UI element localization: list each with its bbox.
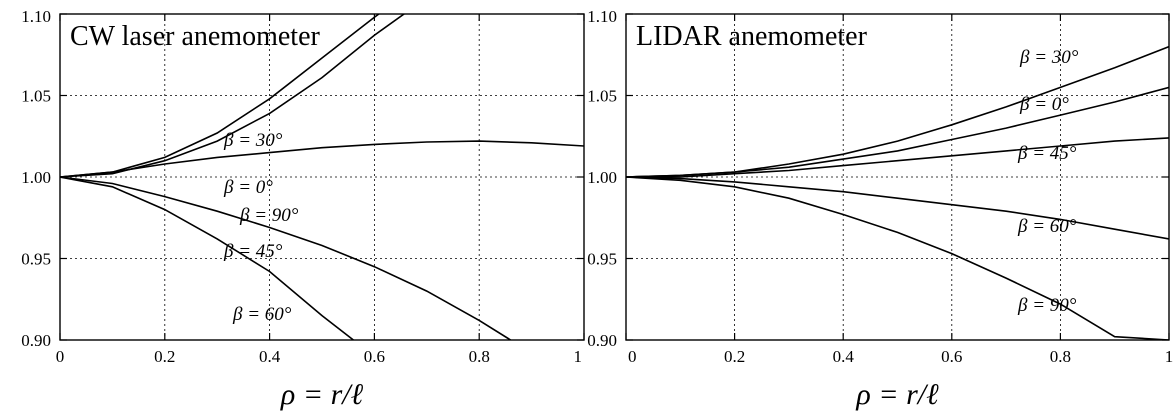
x-tick-label: 0.4 xyxy=(833,347,855,366)
series-label: β = 45° xyxy=(223,241,283,262)
series-line xyxy=(626,176,1169,340)
y-tick-label: 0.90 xyxy=(587,331,617,350)
y-tick-label: 1.10 xyxy=(587,7,617,26)
plot-frame xyxy=(59,13,585,341)
chart-panel-2: 0 0.2 0.4 0.6 0.8 1 0.90 0.95 1.00 1.05 1.10 β = 30… xyxy=(587,7,1173,411)
x-axis-label: ρ = r/ℓ xyxy=(280,378,364,411)
series-line xyxy=(60,176,512,340)
x-tick-label: 0.6 xyxy=(364,347,385,366)
series-line xyxy=(626,45,1169,178)
y-tick-label: 0.95 xyxy=(21,250,51,269)
y-tick-label: 1.00 xyxy=(21,168,51,187)
series-label: β = 30° xyxy=(223,130,283,151)
y-tick-label: 1.05 xyxy=(587,87,617,106)
x-tick-label: 0.8 xyxy=(1050,347,1071,366)
x-tick-label: 0.2 xyxy=(724,347,745,366)
y-tick-label: 0.95 xyxy=(587,250,617,269)
x-tick-label: 0.4 xyxy=(259,347,281,366)
series-label: β = 0° xyxy=(223,177,273,198)
series-line xyxy=(60,176,354,340)
series-label: β = 60° xyxy=(1017,216,1077,237)
y-tick-label: 1.10 xyxy=(21,7,51,26)
chart-title: LIDAR anemometer xyxy=(636,21,868,52)
chart-panel-1: 0 0.2 0.4 0.6 0.8 1 0.90 0.95 1.00 1.05 1.10 β = 30… xyxy=(21,7,585,411)
series-label: β = 30° xyxy=(1019,47,1079,68)
x-tick-label: 0 xyxy=(628,347,637,366)
series-line xyxy=(626,137,1169,178)
x-tick-label: 1 xyxy=(574,347,583,366)
series-label: β = 45° xyxy=(1017,143,1077,164)
series-line xyxy=(626,86,1169,178)
y-tick-label: 1.05 xyxy=(21,87,51,106)
y-tick-label: 1.00 xyxy=(587,168,617,187)
x-tick-label: 0 xyxy=(56,347,65,366)
x-tick-label: 1 xyxy=(1165,347,1174,366)
chart-title: CW laser anemometer xyxy=(70,21,321,52)
series-line xyxy=(60,140,584,178)
x-tick-label: 0.6 xyxy=(941,347,962,366)
x-tick-label: 0.8 xyxy=(469,347,490,366)
series-label: β = 90° xyxy=(239,205,299,226)
chart-panels: 0 0.2 0.4 0.6 0.8 10.900.951.001.051.10β = 30… xyxy=(21,7,1173,411)
series-line xyxy=(60,14,381,178)
x-axis-label: ρ = r/ℓ xyxy=(855,378,939,411)
series-line xyxy=(626,176,1169,240)
series-label: β = 0° xyxy=(1019,94,1069,115)
y-tick-label: 0.90 xyxy=(21,331,51,350)
x-tick-label: 0.2 xyxy=(154,347,175,366)
series-label: β = 90° xyxy=(1017,295,1077,316)
series-label: β = 60° xyxy=(232,304,292,325)
plot-frame xyxy=(625,13,1170,341)
